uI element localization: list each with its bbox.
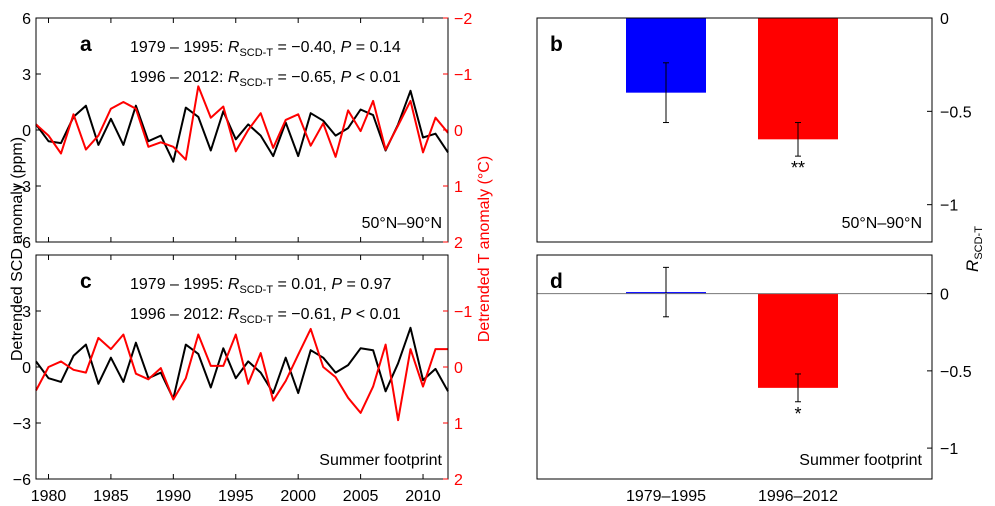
left-tick-label: 3 — [22, 304, 31, 321]
left-tick-label: −6 — [13, 472, 31, 489]
r-subscript: SCD-T — [239, 47, 273, 59]
panel-letter: d — [550, 270, 563, 293]
temperature-anomaly-line-c — [35, 327, 448, 422]
r-value: = 0.01, — [273, 276, 327, 293]
right-tick-label: 1 — [454, 179, 463, 196]
stats-line: 1996 – 2012: RSCD-T = −0.65, P < 0.01 — [130, 69, 401, 89]
right-tick-label: 0 — [454, 360, 463, 377]
stats-period: 1979 – 1995 — [130, 39, 219, 56]
bar-ylabel-subscript: SCD-T — [973, 226, 985, 260]
p-value: = 0.97 — [342, 276, 391, 293]
left-tick-label: −6 — [13, 235, 31, 252]
panel-letter: b — [550, 33, 563, 56]
x-tick-label: 1995 — [218, 488, 254, 505]
category-label: 1996–2012 — [758, 488, 838, 505]
panel-d: * 0 −0.5 −1 d Summer footprint — [536, 254, 972, 480]
x-tick-label: 1990 — [156, 488, 192, 505]
x-tick-label: 1980 — [31, 488, 67, 505]
stats-line: 1996 – 2012: RSCD-T = −0.61, P < 0.01 — [130, 306, 401, 326]
bar-y-axis-label: RSCD-T — [963, 226, 985, 272]
panel-c: 3 0 −3 −6 −1 0 1 2 c 1979 – 1995: RSCD-T = 0.01, … — [13, 254, 472, 489]
right-tick-label: 2 — [454, 235, 463, 252]
left-tick-label: 0 — [22, 360, 31, 377]
panel-letter: c — [80, 270, 92, 293]
significance-marker: * — [794, 404, 801, 424]
left-tick-label: 3 — [22, 67, 31, 84]
right-tick-label: −2 — [454, 11, 472, 28]
r-value: = −0.65, — [273, 69, 336, 86]
r-subscript: SCD-T — [239, 314, 273, 326]
stats-period: 1996 – 2012 — [130, 306, 219, 323]
bar-tick-label: 0 — [940, 11, 949, 28]
left-tick-label: 6 — [22, 11, 31, 28]
x-tick-label: 2000 — [280, 488, 316, 505]
right-tick-label: 1 — [454, 416, 463, 433]
x-tick-label: 2010 — [405, 488, 441, 505]
panel-b: ** 0 −0.5 −1 b 50°N–90°N — [536, 11, 972, 243]
region-label: Summer footprint — [319, 452, 442, 469]
r-value: = −0.61, — [273, 306, 336, 323]
r-value: = −0.40, — [273, 39, 336, 56]
x-tick-label: 1985 — [93, 488, 129, 505]
bar-tick-label: −1 — [940, 198, 958, 215]
r-symbol: R — [228, 306, 240, 323]
stats-sep: : — [219, 39, 228, 56]
left-y-axis-label: Detrended SCD anomaly (ppm) — [9, 137, 26, 361]
x-tick-label: 2005 — [343, 488, 379, 505]
right-tick-label: 0 — [454, 123, 463, 140]
stats-sep: : — [219, 69, 228, 86]
stats-line: 1979 – 1995: RSCD-T = 0.01, P = 0.97 — [130, 276, 391, 296]
stats-line: 1979 – 1995: RSCD-T = −0.40, P = 0.14 — [130, 39, 401, 59]
category-label: 1979–1995 — [626, 488, 706, 505]
p-symbol: P — [341, 69, 352, 86]
p-symbol: P — [331, 276, 342, 293]
scd-anomaly-line-a — [35, 89, 449, 163]
r-subscript: SCD-T — [239, 284, 273, 296]
stats-sep: : — [219, 276, 228, 293]
right-tick-label: −1 — [454, 67, 472, 84]
right-tick-label: 2 — [454, 472, 463, 489]
plot-frame-b — [536, 17, 933, 243]
scd-anomaly-line-c — [35, 326, 449, 400]
right-y-axis-label: Detrended T anomaly (°C) — [476, 156, 493, 342]
stats-sep: : — [219, 306, 228, 323]
r-symbol: R — [228, 69, 240, 86]
bar-d-2 — [758, 293, 838, 388]
p-symbol: P — [341, 306, 352, 323]
right-tick-label: −1 — [454, 304, 472, 321]
p-value: = 0.14 — [351, 39, 400, 56]
left-tick-label: −3 — [13, 416, 31, 433]
bar-tick-label: −0.5 — [940, 364, 972, 381]
bar-tick-label: −1 — [940, 441, 958, 458]
plot-frame-d — [536, 254, 933, 480]
bar-ylabel-symbol: R — [963, 260, 982, 272]
significance-marker: ** — [791, 158, 805, 178]
bar-tick-label: 0 — [940, 287, 949, 304]
stats-period: 1979 – 1995 — [130, 276, 219, 293]
region-label: 50°N–90°N — [842, 215, 922, 232]
bar-b-2 — [758, 18, 838, 140]
p-value: < 0.01 — [351, 69, 400, 86]
region-label: 50°N–90°N — [362, 215, 442, 232]
temperature-anomaly-line-a — [35, 85, 449, 161]
r-symbol: R — [228, 276, 240, 293]
panel-letter: a — [80, 33, 92, 56]
p-value: < 0.01 — [351, 306, 400, 323]
left-tick-label: −3 — [13, 179, 31, 196]
r-subscript: SCD-T — [239, 77, 273, 89]
bar-tick-label: −0.5 — [940, 104, 972, 121]
region-label: Summer footprint — [799, 452, 922, 469]
r-symbol: R — [228, 39, 240, 56]
left-tick-label: 0 — [22, 123, 31, 140]
stats-period: 1996 – 2012 — [130, 69, 219, 86]
p-symbol: P — [341, 39, 352, 56]
